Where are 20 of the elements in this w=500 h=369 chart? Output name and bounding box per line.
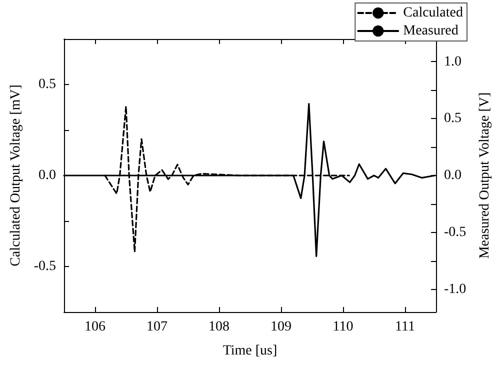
y-axis-title: Calculated Output Voltage [mV] <box>8 84 24 266</box>
x-tick-label: 110 <box>332 320 354 334</box>
y2-axis-title: Measured Output Voltage [V] <box>478 92 492 259</box>
legend-label: Calculated <box>403 6 464 20</box>
x-tick-label: 109 <box>270 320 292 334</box>
legend-label: Measured <box>403 24 458 38</box>
line-series <box>104 106 350 253</box>
x-axis-title: Time [us] <box>222 344 278 358</box>
x-tick-label: 106 <box>84 320 106 334</box>
x-tick-label: 111 <box>395 320 415 334</box>
y-tick-label: 0.5 <box>38 77 56 92</box>
x-tick-label: 108 <box>208 320 230 334</box>
y2-tick-label: -1.0 <box>444 282 466 297</box>
x-tick-label: 107 <box>146 320 168 334</box>
y2-tick-label: -0.5 <box>444 224 466 240</box>
y2-tick-label: 0.0 <box>444 168 462 183</box>
y2-tick-label: 1.0 <box>444 54 462 70</box>
y-tick-label: 0.0 <box>38 168 56 183</box>
y-tick-label: -0.5 <box>34 259 56 274</box>
y2-tick-label: 0.5 <box>444 111 462 126</box>
